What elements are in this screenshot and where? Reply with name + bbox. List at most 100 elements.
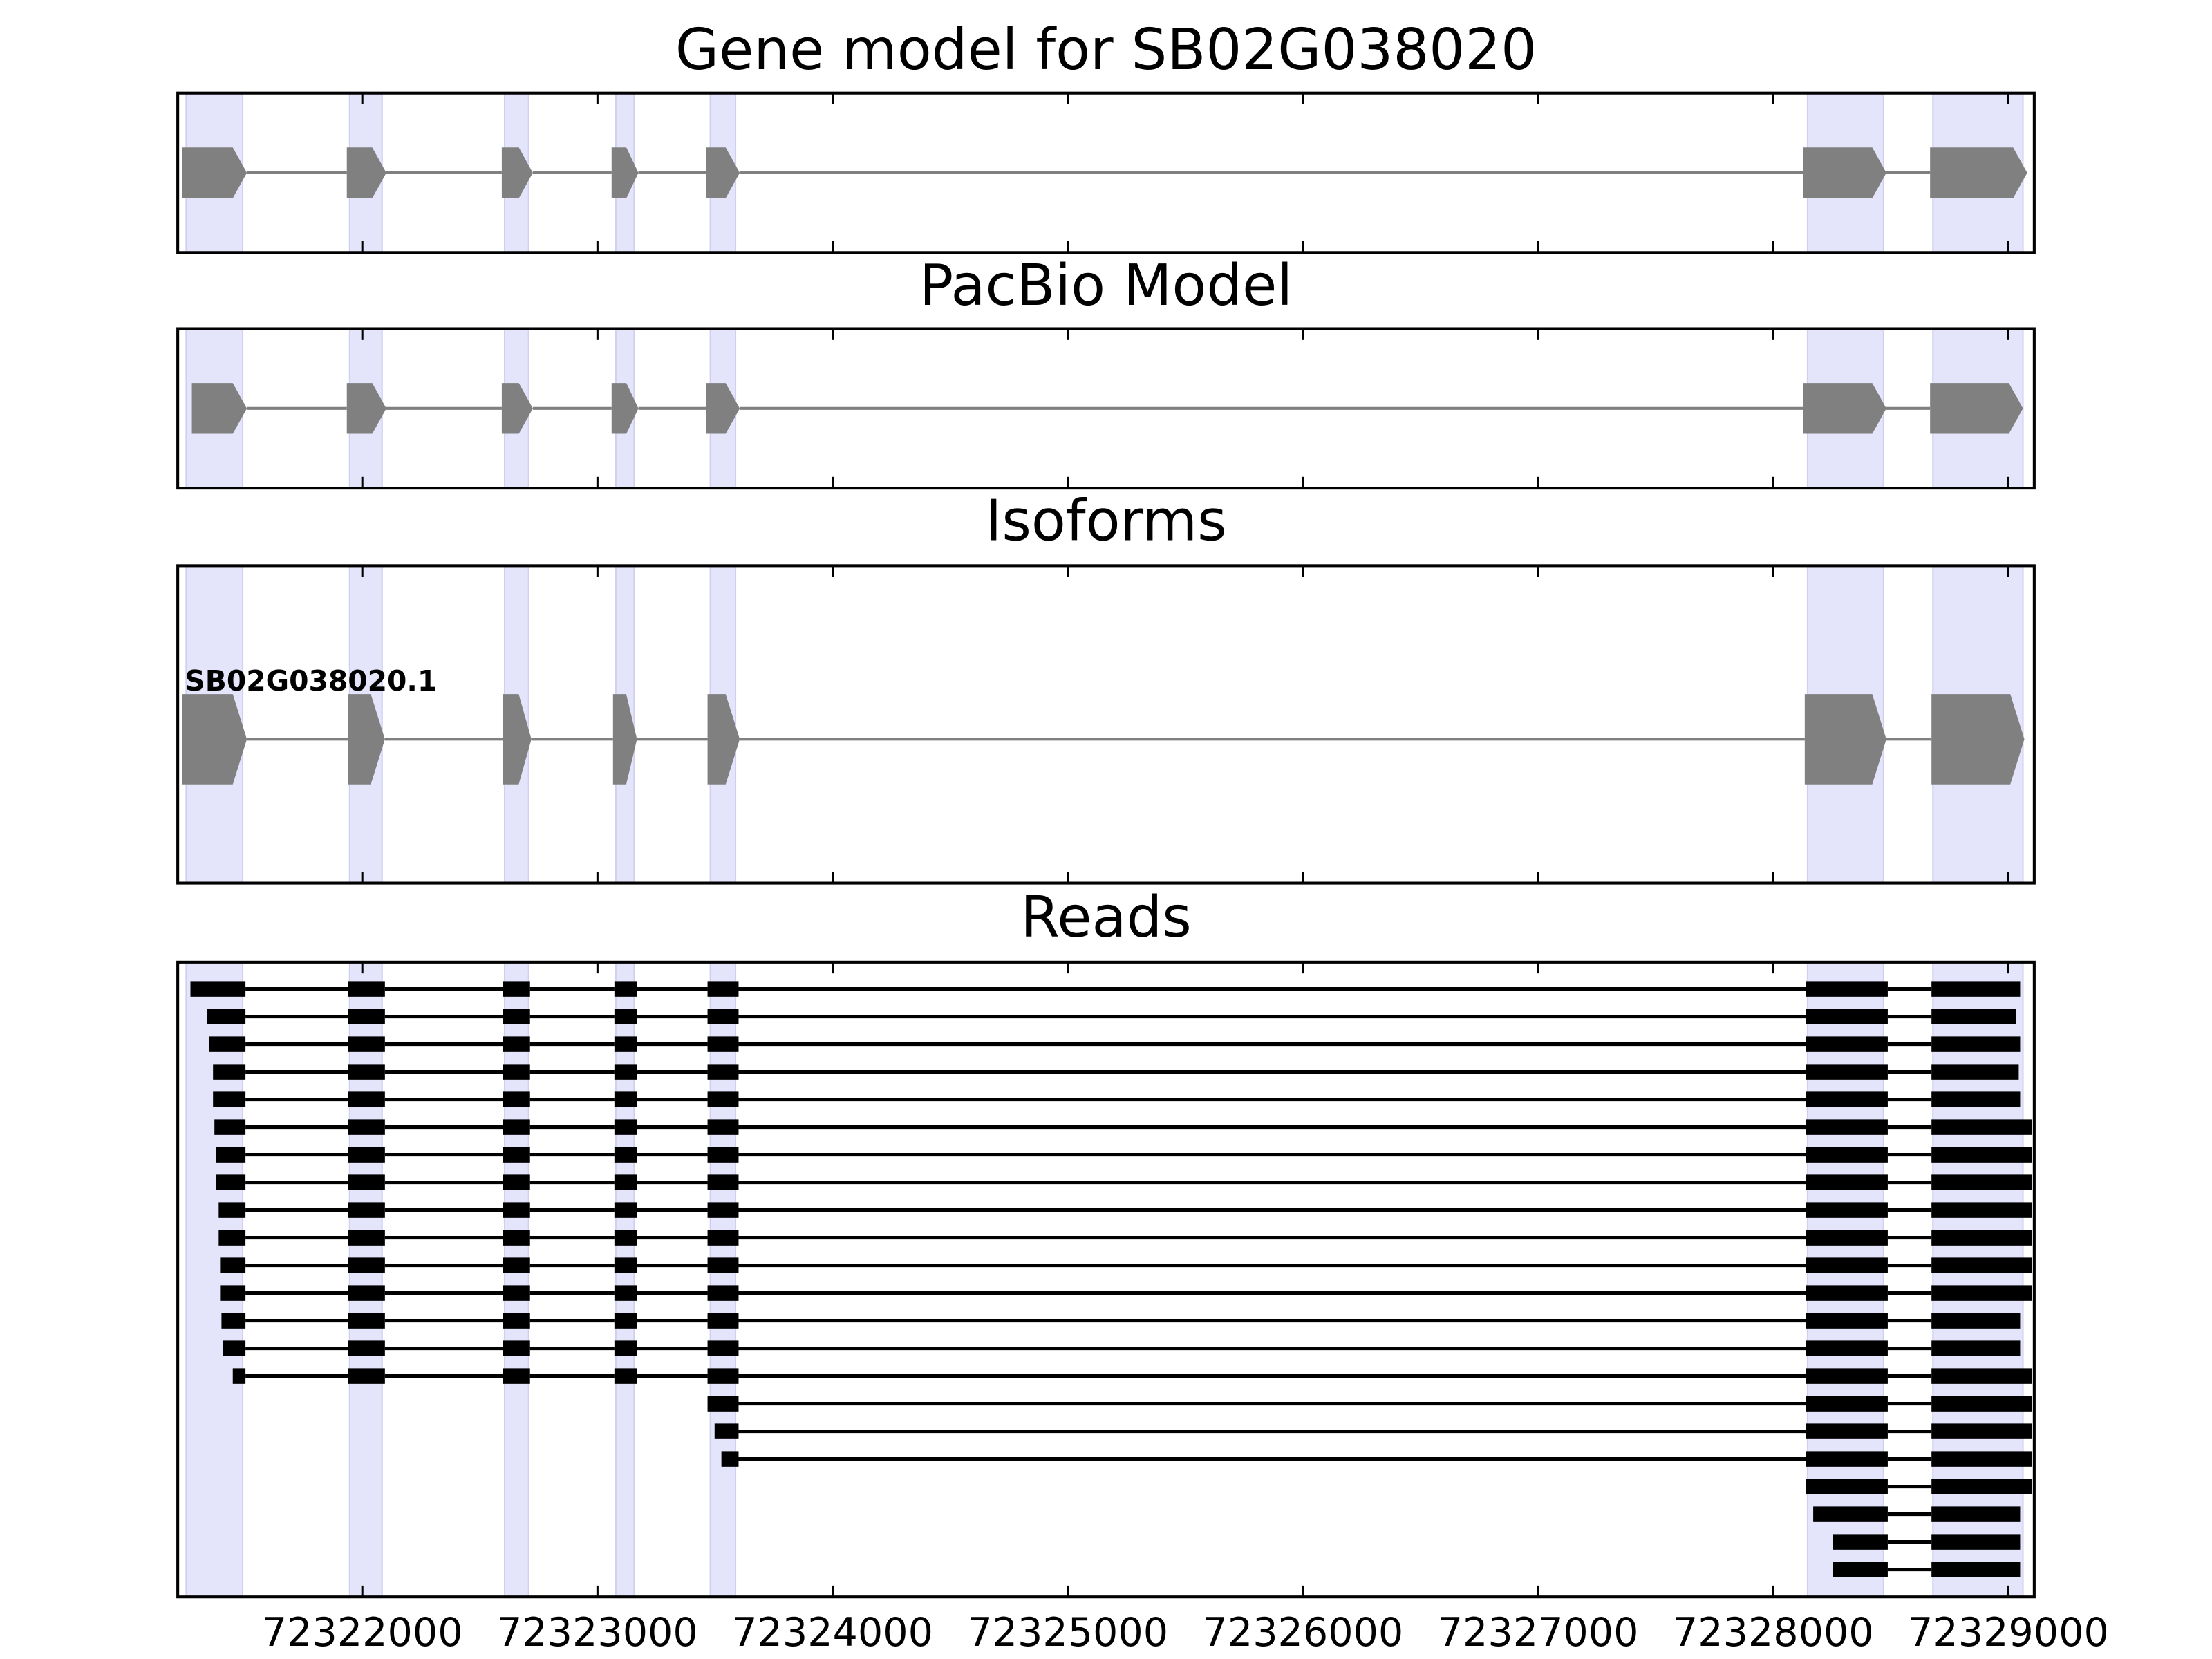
exon <box>1803 147 1886 198</box>
panel-title: PacBio Model <box>919 253 1293 319</box>
read-block <box>220 1285 246 1301</box>
panel <box>185 962 2032 1597</box>
exon <box>611 383 639 434</box>
exon-highlight <box>709 962 737 1597</box>
read-block <box>503 1340 530 1356</box>
read-block <box>503 1091 530 1107</box>
read-block <box>1931 1091 2021 1107</box>
axes-frame <box>176 960 2036 1599</box>
panel <box>182 93 2027 253</box>
exon <box>1803 383 1886 434</box>
exon-highlight <box>1806 962 1884 1597</box>
read-block <box>707 981 739 997</box>
read-block <box>232 1368 246 1384</box>
exon <box>707 694 740 785</box>
read-block <box>1931 1562 2021 1577</box>
read-block <box>707 1091 739 1107</box>
read-block <box>1806 1147 1888 1163</box>
axes-frame <box>176 564 2036 885</box>
read-block <box>1806 1036 1888 1052</box>
x-tick-label: 72325000 <box>967 1610 1168 1656</box>
read-block <box>614 1091 637 1107</box>
read-block <box>348 1036 385 1052</box>
x-tick-label: 72324000 <box>732 1610 933 1656</box>
exon <box>706 147 740 198</box>
panel-title: Reads <box>1020 885 1192 950</box>
read-block <box>218 1202 246 1218</box>
read-block <box>503 1257 530 1273</box>
read-block <box>1806 1396 1888 1412</box>
read-block <box>223 1340 246 1356</box>
read-block <box>503 1009 530 1024</box>
read-block <box>348 1368 385 1384</box>
read-block <box>1806 1202 1888 1218</box>
exon-highlight <box>615 962 635 1597</box>
x-tick-label: 72323000 <box>497 1610 698 1656</box>
exon <box>1804 694 1886 785</box>
read-block <box>721 1451 739 1467</box>
exon <box>1931 694 2025 785</box>
x-tick-label: 72329000 <box>1908 1610 2109 1656</box>
read-block <box>707 1064 739 1080</box>
read-block <box>503 1147 530 1163</box>
read-block <box>707 1257 739 1273</box>
read-block <box>216 1147 246 1163</box>
read-block <box>503 1368 530 1384</box>
read-block <box>348 1285 385 1301</box>
read-block <box>707 1230 739 1246</box>
read-block <box>1806 1479 1888 1494</box>
read-block <box>348 1313 385 1329</box>
read-block <box>614 1036 637 1052</box>
read-block <box>348 1147 385 1163</box>
read-block <box>707 1313 739 1329</box>
exon <box>1930 383 2023 434</box>
read-block <box>348 1340 385 1356</box>
exon <box>503 694 532 785</box>
read-block <box>707 1285 739 1301</box>
exon <box>501 147 533 198</box>
read-block <box>1931 1285 2032 1301</box>
panel-title: Gene model for SB02G038020 <box>675 17 1537 83</box>
read-block <box>707 1202 739 1218</box>
read-block <box>1931 1119 2032 1135</box>
exon <box>706 383 740 434</box>
read-block <box>614 1119 637 1135</box>
read-block <box>348 1230 385 1246</box>
read-block <box>207 1009 246 1024</box>
read-block <box>213 1091 246 1107</box>
read-block <box>503 1064 530 1080</box>
read-block <box>503 1230 530 1246</box>
axes-frame <box>176 327 2036 490</box>
read-block <box>1931 1396 2032 1412</box>
read-block <box>614 1009 637 1024</box>
read-block <box>1806 1423 1888 1439</box>
read-block <box>348 1119 385 1135</box>
read-block <box>503 1202 530 1218</box>
read-block <box>503 1285 530 1301</box>
panel <box>185 328 2024 489</box>
read-block <box>714 1423 739 1439</box>
x-tick-label: 72327000 <box>1438 1610 1639 1656</box>
read-block <box>220 1257 246 1273</box>
read-block <box>707 1009 739 1024</box>
read-block <box>1931 1064 2019 1080</box>
read-block <box>614 1340 637 1356</box>
read-block <box>1806 1368 1888 1384</box>
read-block <box>1931 1257 2032 1273</box>
read-block <box>1931 1009 2016 1024</box>
read-block <box>348 1174 385 1190</box>
read-block <box>614 1257 637 1273</box>
exon <box>346 147 386 198</box>
read-block <box>348 1064 385 1080</box>
exon <box>191 383 247 434</box>
panel <box>182 565 2025 883</box>
read-block <box>1806 981 1888 997</box>
read-block <box>614 1147 637 1163</box>
read-block <box>218 1230 246 1246</box>
read-block <box>348 1091 385 1107</box>
read-block <box>1806 1009 1888 1024</box>
read-block <box>1806 1119 1888 1135</box>
read-block <box>190 981 246 997</box>
read-block <box>213 1064 246 1080</box>
